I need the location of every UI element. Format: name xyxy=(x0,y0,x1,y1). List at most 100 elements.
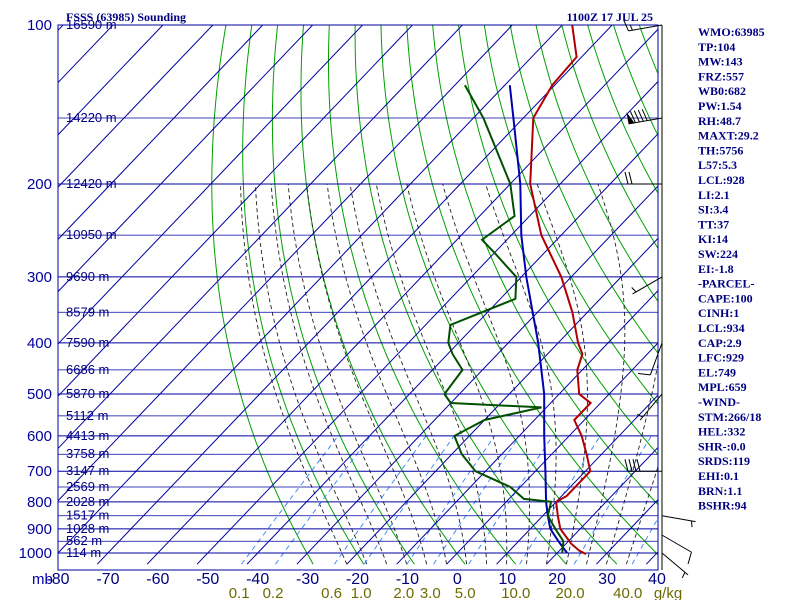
temperature-tick-label: -30 xyxy=(296,571,319,588)
temperature-tick-label: 10 xyxy=(498,571,516,588)
mixing-ratio-tick-label: 0.6 xyxy=(321,585,342,600)
index-entry: MW:143 xyxy=(698,55,743,69)
mixing-ratio-tick-label: 3.0 xyxy=(420,585,441,600)
mixing-ratio-tick-label: 0.2 xyxy=(263,585,284,600)
index-entry: L57:5.3 xyxy=(698,158,737,172)
mixing-ratio-tick-label: 20.0 xyxy=(555,585,584,600)
wind-barb-column xyxy=(623,19,696,579)
isotherm-line xyxy=(58,25,414,397)
mixing-ratio-line xyxy=(573,435,652,565)
isotherm-line xyxy=(396,289,658,565)
dry-adiabat-line xyxy=(509,25,658,354)
dry-adiabat-line xyxy=(328,25,517,565)
height-tick-label: 2028 m xyxy=(66,494,109,509)
mixing-ratio-line xyxy=(275,435,371,565)
station-title: FSSS (63985) Sounding xyxy=(66,10,186,24)
height-tick-label: 4413 m xyxy=(66,428,109,443)
height-tick-label: 16590 m xyxy=(66,17,117,32)
index-entry: CAPE:100 xyxy=(698,291,753,305)
mixing-ratio-line xyxy=(519,435,601,565)
index-entry: TT:37 xyxy=(698,217,729,231)
wind-barb xyxy=(624,171,662,185)
temperature-tick-label: -20 xyxy=(346,571,369,588)
mixing-ratio-tick-label: 0.1 xyxy=(229,585,250,600)
mixing-ratio-line xyxy=(468,435,553,565)
index-entry: MAXT:29.2 xyxy=(698,129,759,143)
wind-barb xyxy=(661,515,696,528)
height-tick-label: 562 m xyxy=(66,533,102,548)
wind-barb xyxy=(661,534,692,565)
temperature-tick-label: -70 xyxy=(96,571,119,588)
dry-adiabat-line xyxy=(763,13,800,564)
index-entry: BSHR:94 xyxy=(698,499,747,513)
mixing-ratio-tick-label: g/kg xyxy=(654,585,682,600)
pressure-tick-label: 900 xyxy=(27,521,52,538)
wind-barb xyxy=(623,19,663,32)
isotherm-line xyxy=(58,25,264,241)
isotherm-line xyxy=(58,25,563,554)
height-tick-label: 114 m xyxy=(66,545,101,560)
wind-barb xyxy=(626,109,663,125)
index-entry: LCL:934 xyxy=(698,321,745,335)
index-entry: PW:1.54 xyxy=(698,99,742,113)
dry-adiabat-line xyxy=(354,25,567,565)
pressure-tick-label: 300 xyxy=(27,269,52,286)
temperature-trace xyxy=(529,25,593,555)
isotherm-line xyxy=(296,185,658,565)
dry-adiabat-line xyxy=(483,25,658,405)
height-tick-label: 7590 m xyxy=(66,335,109,350)
index-entry: CINH:1 xyxy=(698,306,739,320)
isotherm-line xyxy=(58,25,164,136)
isotherm-line xyxy=(496,394,658,565)
mixing-ratio-tick-label: 40.0 xyxy=(613,585,642,600)
pressure-tick-label: 500 xyxy=(27,386,52,403)
height-tick-label: 9690 m xyxy=(66,269,109,284)
pressure-unit-label: mb xyxy=(32,571,53,588)
index-entry: SW:224 xyxy=(698,247,738,261)
index-entry: SI:3.4 xyxy=(698,203,728,217)
height-tick-label: 1517 m xyxy=(66,508,109,523)
index-entry: SRDS:119 xyxy=(698,454,750,468)
index-entry: MPL:659 xyxy=(698,380,747,394)
dry-adiabat-line xyxy=(211,25,314,565)
moist-adiabat-line xyxy=(442,183,530,565)
isotherm-line xyxy=(196,80,658,565)
index-entry: LI:2.1 xyxy=(698,188,730,202)
wind-barb xyxy=(631,276,663,295)
pressure-tick-label: 800 xyxy=(27,494,52,511)
mixing-ratio-tick-label: 2.0 xyxy=(393,585,414,600)
wind-barb xyxy=(638,342,663,376)
moist-adiabat-line xyxy=(375,183,488,565)
mixing-ratio-line xyxy=(241,435,339,565)
index-entry: CAP:2.9 xyxy=(698,336,742,350)
temperature-tick-label: -10 xyxy=(396,571,419,588)
temperature-tick-label: -60 xyxy=(146,571,169,588)
temperature-tick-label: -50 xyxy=(196,571,219,588)
plot-area xyxy=(57,13,800,571)
pressure-tick-label: 100 xyxy=(27,17,52,34)
isotherm-line xyxy=(446,342,658,565)
height-tick-label: 5870 m xyxy=(66,386,109,401)
index-entry: HEL:332 xyxy=(698,425,745,439)
isotherm-line xyxy=(58,25,514,502)
mixing-ratio-tick-label: 10.0 xyxy=(501,585,530,600)
dry-adiabat-line xyxy=(535,25,658,303)
height-tick-label: 8579 m xyxy=(66,304,109,319)
mixing-ratio-line xyxy=(433,435,520,565)
temperature-tick-label: 0 xyxy=(453,571,462,588)
dry-adiabat-line xyxy=(457,25,658,456)
isotherm-line xyxy=(346,237,658,565)
isotherm-line xyxy=(146,28,658,565)
dry-adiabat-line xyxy=(788,13,800,564)
observation-time: 1100Z 17 JUL 25 xyxy=(567,10,653,24)
isotherm-line xyxy=(546,446,658,565)
index-entry: BRN:1.1 xyxy=(698,484,742,498)
index-entry: RH:48.7 xyxy=(698,114,741,128)
mixing-ratio-tick-label: 1.0 xyxy=(351,585,372,600)
wind-barb xyxy=(661,552,689,579)
pressure-tick-label: 400 xyxy=(27,335,52,352)
index-entry: TH:5756 xyxy=(698,143,743,157)
height-tick-label: 3147 m xyxy=(66,463,109,478)
